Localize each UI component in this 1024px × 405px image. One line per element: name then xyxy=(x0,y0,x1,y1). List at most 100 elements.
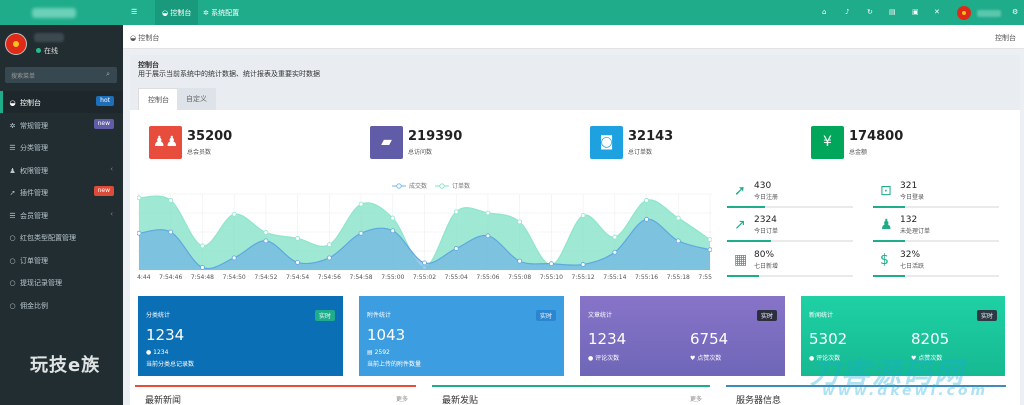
card-sub-label: ● 评论次数 xyxy=(588,355,620,362)
heart-icon: ♥ xyxy=(690,355,698,362)
data-point xyxy=(675,238,681,244)
sidebar-search-input[interactable]: 搜索菜单 ⌕ xyxy=(5,67,117,83)
x-tick-label: 7:54:58 xyxy=(349,274,372,281)
fullscreen-icon[interactable]: ✕ xyxy=(934,8,940,16)
data-point xyxy=(580,262,586,267)
data-point xyxy=(453,209,459,215)
card-sub-value: ● 1234 xyxy=(146,349,169,356)
sidebar-logo[interactable] xyxy=(0,0,123,25)
panel-server-info: 服务器信息 xyxy=(726,385,1006,405)
sidebar-item-general[interactable]: ✲ 常规管理 new xyxy=(0,114,123,136)
series-area xyxy=(139,219,710,270)
stat-label: 总会员数 xyxy=(187,149,212,156)
user-avatar-small[interactable] xyxy=(957,6,971,20)
stat-value: 174800 xyxy=(849,129,904,144)
cart-icon: ⊡ xyxy=(880,183,892,199)
data-point xyxy=(453,246,459,251)
mini-stat-active7: $32% 七日活跃 xyxy=(873,247,999,277)
mini-stat-orders: ↗ 2324 今日订单 xyxy=(727,212,853,242)
list-icon: ☰ xyxy=(9,212,16,220)
comment-icon: ● xyxy=(809,355,817,362)
legend-label: 成交数 xyxy=(409,182,427,190)
data-point xyxy=(295,235,301,241)
settings-icon[interactable]: ⚙ xyxy=(1012,8,1019,16)
language-icon[interactable]: ▣ xyxy=(912,8,919,16)
sidebar-item-orders[interactable]: ○ 订单管理 xyxy=(9,257,48,265)
data-point xyxy=(675,215,681,221)
mini-stat-register: ➚ 430 今日注册 xyxy=(727,178,853,208)
search-icon[interactable]: ⌕ xyxy=(106,70,110,78)
tab-dashboard[interactable]: ◒ 控制台 xyxy=(155,0,199,25)
stat-label: 总访问数 xyxy=(408,149,433,156)
sidebar-item-withdraw[interactable]: ○ 提现记录管理 xyxy=(9,279,62,287)
x-tick-label: 7:55:16 xyxy=(635,274,658,281)
sidebar-item-dashboard[interactable]: ◒ 控制台 hot xyxy=(0,91,123,113)
tab-custom[interactable]: 自定义 xyxy=(177,88,216,110)
watermark-text: 刀客源码网 xyxy=(810,356,966,390)
progress-bar xyxy=(873,206,905,208)
calendar-icon: ▦ xyxy=(734,252,748,268)
sidebar-item-category[interactable]: ☰ 分类管理 xyxy=(9,144,48,152)
tab-dashboard-content[interactable]: 控制台 xyxy=(138,88,179,110)
watermark-url: www.dkewl.com xyxy=(822,383,989,399)
stat-label: 总订单数 xyxy=(628,149,653,156)
trash-icon[interactable]: ▤ xyxy=(889,8,896,16)
progress-bar xyxy=(727,206,765,208)
progress-bar xyxy=(727,240,771,242)
chart-line-icon: ↗ xyxy=(734,217,746,233)
data-point xyxy=(200,243,205,249)
more-link[interactable]: 更多 xyxy=(689,396,702,403)
area-chart: 7:54:44 7:54:46 7:54:48 7:54:50 7:54:52 7:54:… xyxy=(137,182,712,281)
card-attachment-stats: 附件统计 实时 1043 ▤ 2592 当前上传的附件数量 xyxy=(359,296,564,376)
home-icon[interactable]: ⌂ xyxy=(822,8,827,16)
yen-icon: ¥ xyxy=(811,126,844,159)
x-tick-label: 7:55:04 xyxy=(445,274,468,281)
tab-system-config[interactable]: ✲ 系统配置 xyxy=(203,9,240,17)
chevron-left-icon: ‹ xyxy=(110,165,113,173)
hot-badge: hot xyxy=(96,96,114,106)
x-tick-label: 7:55:02 xyxy=(413,274,436,281)
card-sub-value: ▤ 2592 xyxy=(367,349,390,356)
sidebar-item-plugins[interactable]: ➚ 插件管理 new xyxy=(0,181,123,203)
hamburger-icon[interactable]: ☰ xyxy=(131,8,138,16)
user-avatar[interactable] xyxy=(5,33,27,55)
book-icon: ▰ xyxy=(370,126,403,159)
breadcrumb-home[interactable]: ◒ 控制台 xyxy=(130,34,160,42)
data-point xyxy=(326,242,332,248)
panel-latest-posts: 最新发贴 更多 xyxy=(432,385,710,405)
x-tick-label: 7:55:06 xyxy=(476,274,499,281)
more-link[interactable]: 更多 xyxy=(395,396,408,403)
realtime-badge: 实时 xyxy=(976,310,997,321)
card-article-stats: 文章统计 实时 1234 6754 ● 评论次数 ♥ 点赞次数 xyxy=(580,296,785,376)
dollar-icon: $ xyxy=(880,252,889,268)
comment-icon: ● xyxy=(588,355,596,362)
data-point xyxy=(358,201,364,207)
sidebar-item-commission[interactable]: ○ 佣金比例 xyxy=(9,302,48,310)
refresh-icon[interactable]: ↻ xyxy=(867,8,873,16)
stat-value: 32143 xyxy=(628,129,674,144)
bell-icon[interactable]: ♪ xyxy=(845,8,850,16)
gear-icon: ✲ xyxy=(203,9,212,17)
data-point xyxy=(485,233,491,239)
data-point xyxy=(390,228,396,234)
users-icon: ♟♟ xyxy=(149,126,182,159)
sidebar-item-members[interactable]: ☰ 会员管理 ‹ xyxy=(9,210,113,220)
sidebar-item-redpacket[interactable]: ○ 红包类型配置管理 xyxy=(9,234,76,242)
dashboard-icon: ◒ xyxy=(9,99,16,107)
x-tick-label: 7:55:12 xyxy=(572,274,595,281)
mini-stat-pending: ♟ 132 未处理订单 xyxy=(873,212,999,242)
data-point xyxy=(137,195,142,201)
rocket-icon: ➚ xyxy=(734,183,746,199)
file-icon: ▤ xyxy=(367,349,375,356)
data-point xyxy=(231,211,237,217)
user-name-small[interactable] xyxy=(977,10,1001,17)
panel-latest-news: 最新新闻 更多 xyxy=(135,385,416,405)
sidebar-item-auth[interactable]: ♟ 权限管理 ‹ xyxy=(9,165,113,175)
realtime-badge: 实时 xyxy=(314,310,335,321)
data-point xyxy=(422,260,427,266)
data-point xyxy=(263,230,269,235)
x-tick-label: 7:55:14 xyxy=(603,274,626,281)
dashboard-icon: ◒ xyxy=(130,34,139,42)
page-header xyxy=(130,55,1020,110)
data-point xyxy=(168,229,174,235)
